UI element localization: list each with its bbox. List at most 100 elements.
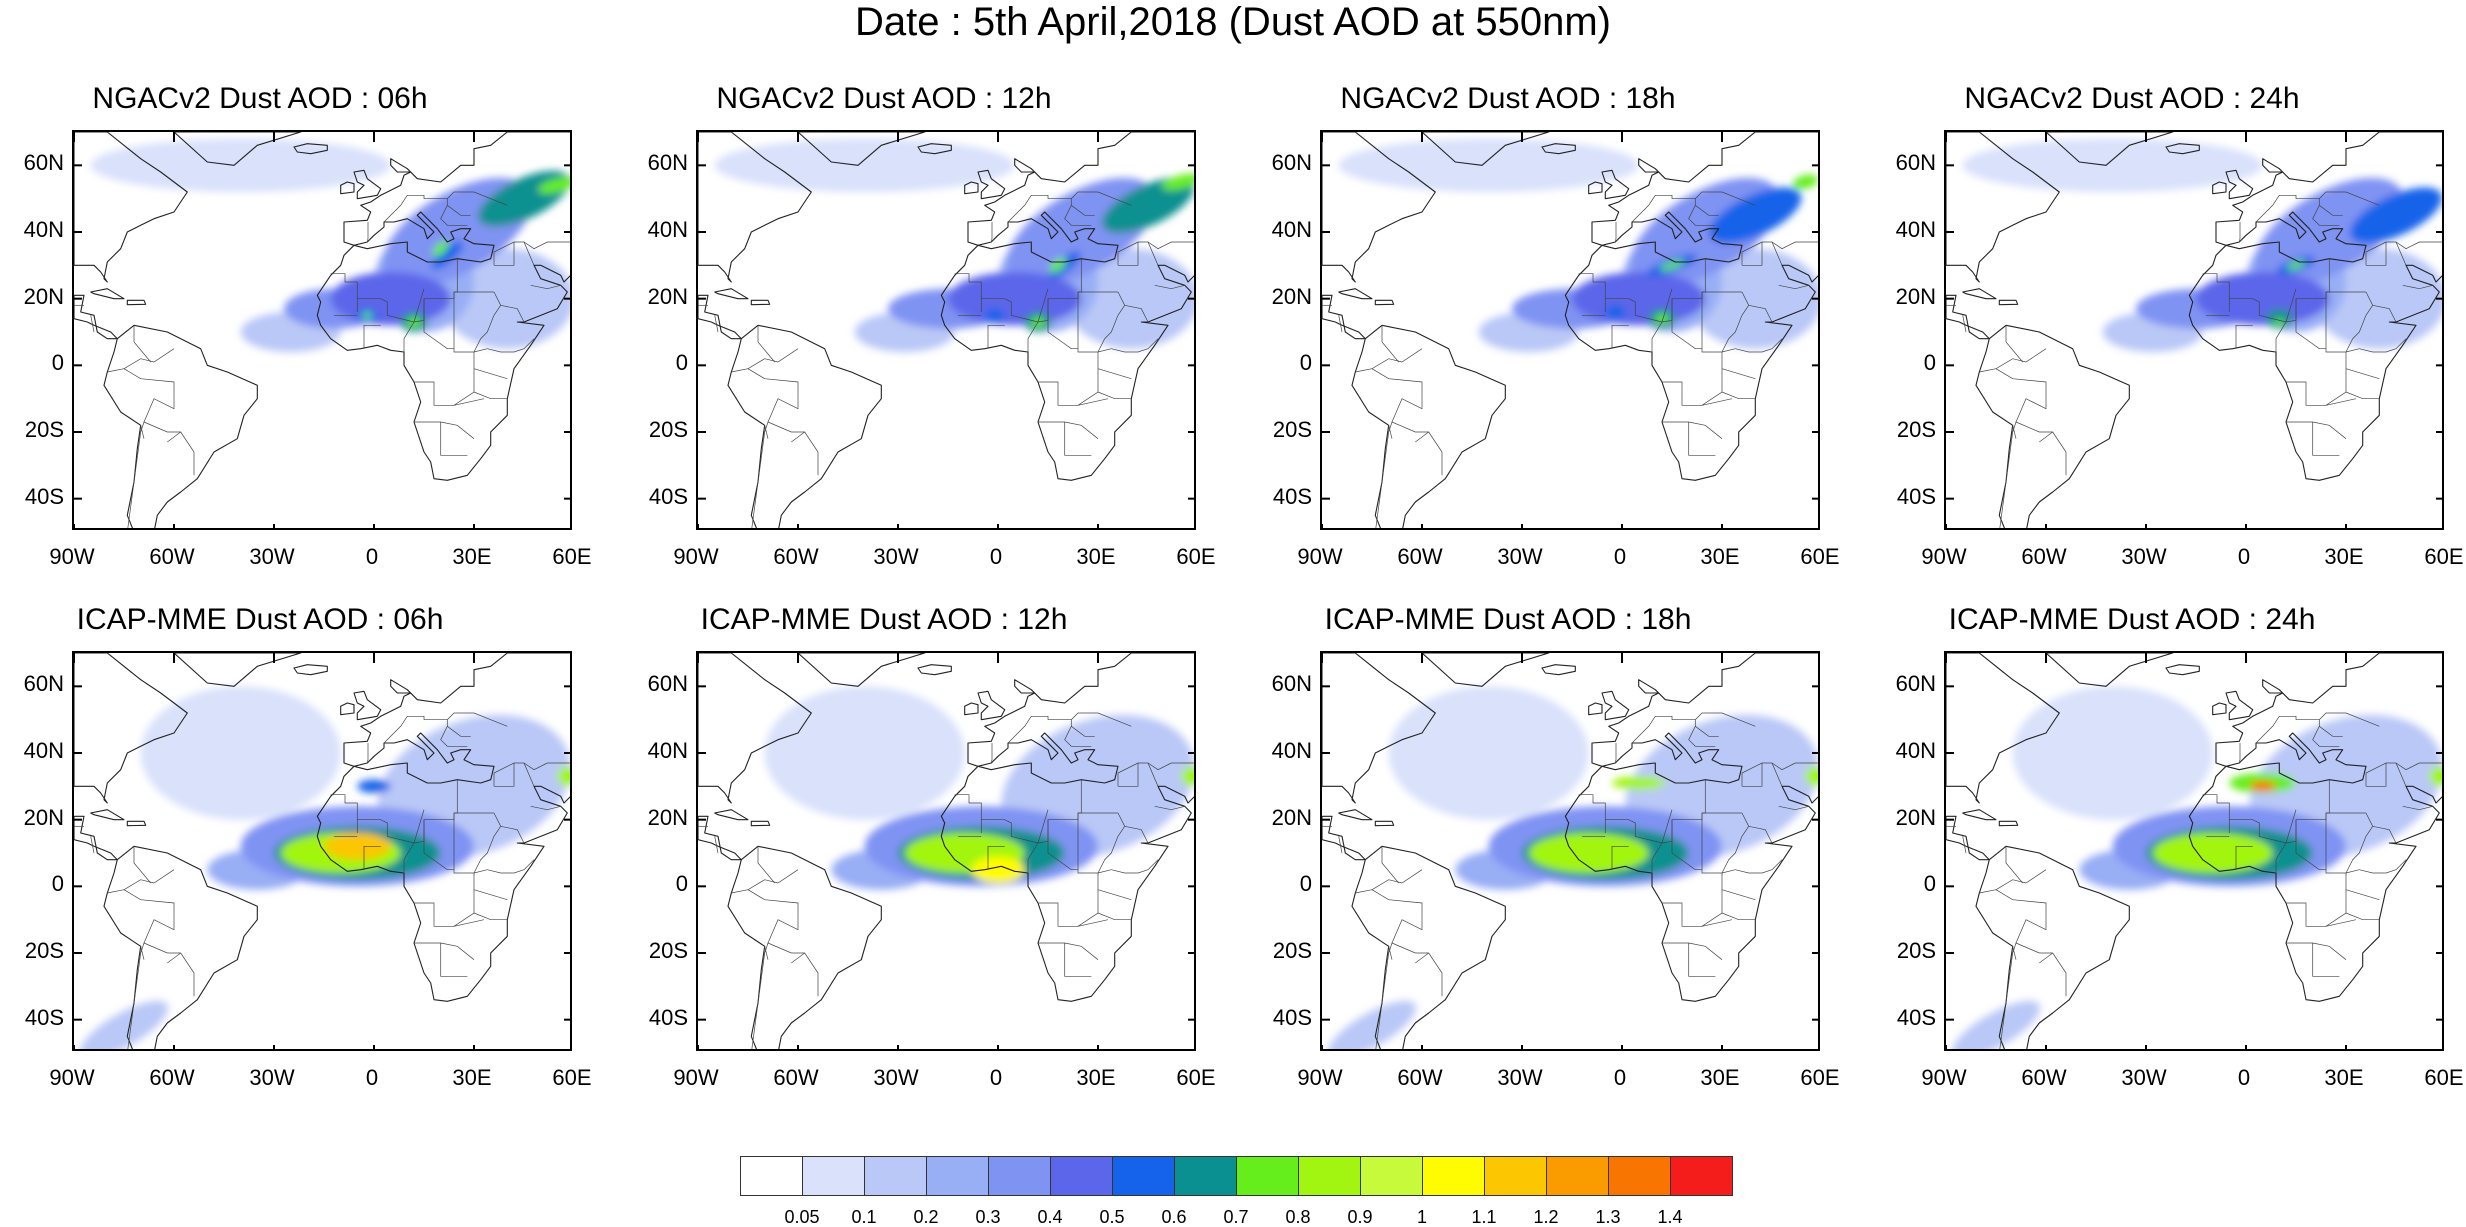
border-line <box>1118 763 1139 787</box>
border-line <box>90 836 95 854</box>
lat-label: 60N <box>23 150 64 176</box>
lat-label: 40S <box>24 1004 64 1030</box>
coastline-cuba <box>1338 809 1373 821</box>
country-borders <box>1946 191 2442 528</box>
country-borders <box>1946 712 2442 1049</box>
colorbar-label: 1.1 <box>1471 1207 1497 1227</box>
border-line <box>2312 726 2340 747</box>
border-line <box>440 943 468 977</box>
aod-region <box>537 177 570 194</box>
coastline-central-america <box>698 815 742 861</box>
coastline-hispaniola <box>1998 299 2019 306</box>
colorbar-label: 0.05 <box>784 1207 820 1227</box>
lat-label: 0 <box>675 871 688 897</box>
lon-label: 0 <box>1613 544 1627 569</box>
coastlines <box>74 653 570 1049</box>
border-line <box>167 952 181 964</box>
border-line <box>366 222 369 243</box>
lat-label: 0 <box>1299 350 1312 376</box>
lat-label: 0 <box>1299 871 1312 897</box>
lon-label: 60E <box>1176 1065 1216 1090</box>
lat-label: 40S <box>24 483 64 509</box>
border-line <box>2235 845 2253 870</box>
lon-label: 90W <box>49 544 95 569</box>
border-line <box>473 912 508 921</box>
border-line <box>1741 291 1750 306</box>
coastline-great-britain <box>353 169 382 200</box>
coastline-cuba <box>1962 809 1997 821</box>
colorbar-label: 0.5 <box>1099 1207 1125 1227</box>
border-line <box>1688 943 1716 977</box>
lat-label: 60N <box>647 150 688 176</box>
aod-region <box>1528 833 1649 873</box>
border-line <box>107 368 125 373</box>
border-line <box>2312 422 2340 456</box>
lat-label: 0 <box>1923 871 1936 897</box>
border-line <box>2238 743 2241 764</box>
border-line <box>1415 431 1429 443</box>
lat-label: 20N <box>1271 804 1312 830</box>
border-line <box>2295 819 2326 871</box>
coastline-hispaniola <box>750 299 771 306</box>
border-line <box>133 846 151 884</box>
border-line <box>440 422 468 456</box>
border-line <box>1672 198 1719 216</box>
lon-label: 60W <box>149 1065 195 1090</box>
border-line <box>127 942 195 1049</box>
border-line <box>1631 194 1673 223</box>
border-line <box>1077 398 1109 406</box>
coastline-north-america <box>74 653 188 804</box>
dust-field <box>1338 138 1818 352</box>
border-line <box>1611 324 1629 349</box>
coastline-cuba <box>1338 288 1373 300</box>
lon-label: 30W <box>249 544 295 569</box>
aod-region <box>2012 686 2213 820</box>
map-plot <box>696 130 1196 530</box>
aod-region <box>1805 766 1818 787</box>
border-line <box>1048 719 1095 737</box>
lat-label: 20S <box>1272 417 1312 442</box>
border-line <box>1662 352 1723 406</box>
aod-region <box>357 779 391 793</box>
border-line <box>414 873 475 927</box>
border-line <box>1077 919 1109 927</box>
border-line <box>1007 194 1049 223</box>
coastline-iceland <box>2165 664 2200 676</box>
map-panel: NGACv2 Dust AOD : 06h 60N 40N 20N 0 20S 40S 90W… <box>0 82 592 582</box>
coastlines <box>74 132 570 528</box>
lon-label: 60W <box>2021 1065 2067 1090</box>
aod-region <box>557 766 570 787</box>
border-line <box>1355 368 1373 373</box>
border-line <box>1064 943 1092 977</box>
border-line <box>1097 368 1132 380</box>
border-line <box>1147 762 1194 771</box>
country-borders <box>698 191 1194 528</box>
border-line <box>473 826 501 874</box>
border-line <box>1077 292 1112 353</box>
border-line <box>1662 421 1723 439</box>
lon-label: 60W <box>149 544 195 569</box>
border-line <box>2295 298 2326 350</box>
border-line <box>2255 194 2297 223</box>
colorbar-swatch <box>1670 1156 1733 1196</box>
aod-region <box>2274 318 2285 326</box>
border-line <box>2345 368 2380 380</box>
lon-label: 30E <box>1700 1065 1740 1090</box>
lat-label: 20S <box>24 938 64 963</box>
border-line <box>167 431 181 443</box>
lat-label: 40N <box>1895 217 1936 242</box>
border-line <box>1415 952 1429 964</box>
lon-label: 30E <box>1076 544 1116 569</box>
coastline-ireland <box>340 702 355 716</box>
coastline-ireland <box>1588 702 1603 716</box>
border-line <box>500 825 525 844</box>
border-line <box>2286 873 2347 927</box>
panel-title: NGACv2 Dust AOD : 24h <box>1964 82 2300 115</box>
dust-field <box>90 138 570 352</box>
border-line <box>107 889 125 894</box>
border-line <box>1097 826 1125 874</box>
coastline-greenland <box>797 653 926 687</box>
coastline-great-britain <box>2225 690 2254 721</box>
border-line <box>2039 431 2053 443</box>
aod-region <box>2286 260 2306 270</box>
